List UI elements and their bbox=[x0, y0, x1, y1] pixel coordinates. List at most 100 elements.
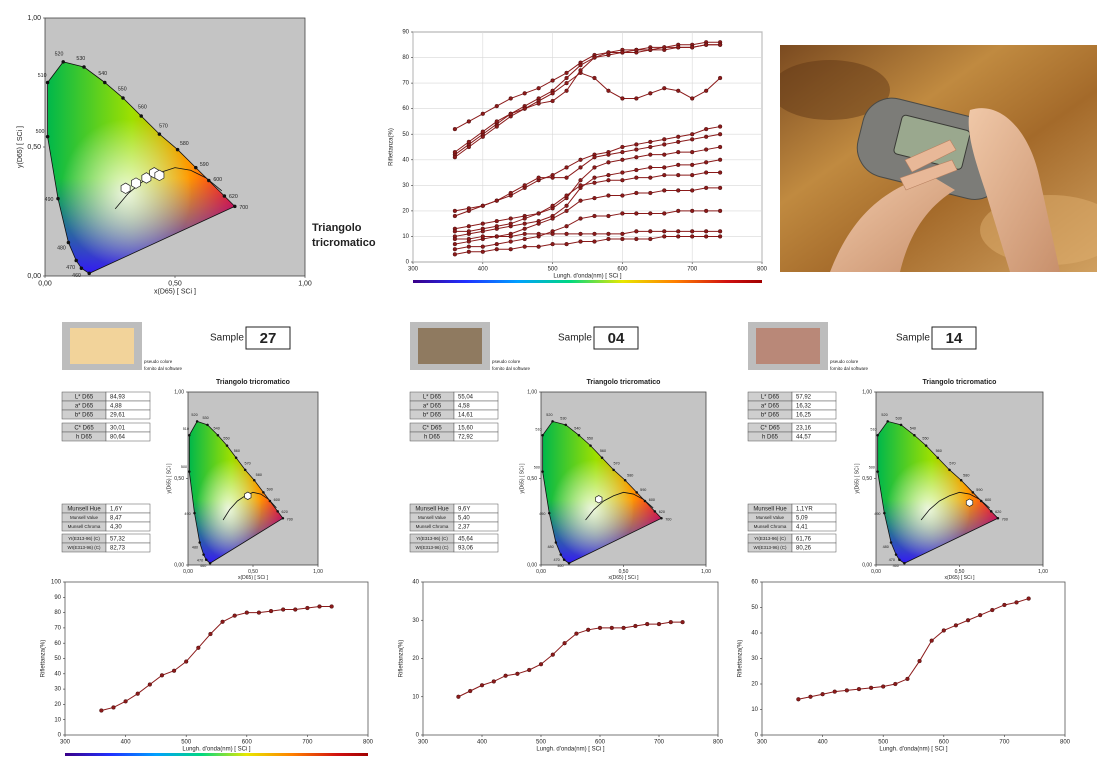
locus-point bbox=[563, 559, 566, 562]
table-key: YI(E313-96) (C) bbox=[416, 536, 448, 541]
locus-label: 500 bbox=[181, 465, 187, 469]
x-axis-label: x(D65) [ SCi ] bbox=[944, 575, 975, 581]
locus-point bbox=[565, 424, 568, 427]
swatch-note: fornito dal software bbox=[492, 366, 531, 371]
locus-point bbox=[80, 267, 84, 271]
y-axis-label: y(D65) [ SCi ] bbox=[519, 463, 525, 494]
table-key: Munsell Hue bbox=[67, 506, 101, 512]
locus-point bbox=[253, 479, 256, 482]
locus-label: 600 bbox=[274, 498, 280, 502]
table-key: h D65 bbox=[424, 434, 441, 440]
locus-label: 580 bbox=[627, 473, 633, 477]
spectrum-point bbox=[607, 51, 611, 55]
y-tick-label: 1,00 bbox=[27, 15, 41, 22]
table-value: 16,25 bbox=[796, 412, 812, 418]
spectrum-point bbox=[593, 240, 597, 244]
x-tick-label: 500 bbox=[548, 267, 559, 273]
sample-label: Sample bbox=[896, 333, 930, 344]
locus-point bbox=[61, 60, 64, 64]
spectrum-point bbox=[718, 145, 722, 149]
spectrum-point bbox=[662, 137, 666, 141]
locus-label: 560 bbox=[234, 449, 240, 453]
locus-point bbox=[74, 259, 78, 263]
spectrum-point bbox=[516, 672, 520, 676]
locus-label: 580 bbox=[963, 473, 969, 477]
spectrum-point bbox=[551, 242, 555, 246]
spectrum-point bbox=[906, 677, 910, 681]
locus-point bbox=[262, 491, 265, 494]
spectrum-point bbox=[593, 181, 597, 185]
swatch bbox=[756, 328, 820, 364]
spectrum-point bbox=[495, 242, 499, 246]
spectrum-point bbox=[930, 639, 934, 643]
spectrum-point bbox=[676, 163, 680, 167]
locus-label: 550 bbox=[118, 86, 127, 92]
spectrum-point bbox=[481, 250, 485, 254]
y-tick-label: 70 bbox=[402, 81, 409, 87]
spectrum-point bbox=[504, 674, 508, 678]
table-value: 61,76 bbox=[796, 536, 812, 542]
spectrum-point bbox=[480, 683, 484, 687]
spectrum-point bbox=[481, 130, 485, 134]
table-key: C* D65 bbox=[74, 425, 94, 431]
x-tick-label: 300 bbox=[60, 740, 71, 746]
spectrum-point bbox=[523, 245, 527, 249]
spectrum-point bbox=[112, 706, 116, 710]
locus-label: 580 bbox=[180, 141, 189, 147]
locus-point bbox=[139, 114, 143, 118]
spectrum-point bbox=[579, 178, 583, 182]
spectrum-point bbox=[662, 173, 666, 177]
y-tick-label: 10 bbox=[751, 707, 758, 713]
x-tick-label: 600 bbox=[242, 740, 253, 746]
spectrum-point bbox=[523, 222, 527, 226]
spectrum-point bbox=[634, 143, 638, 147]
locus-point bbox=[276, 510, 279, 513]
locus-label: 470 bbox=[197, 559, 203, 563]
locus-label: 550 bbox=[223, 437, 229, 441]
spectrum-point bbox=[690, 173, 694, 177]
spectrum-point bbox=[634, 168, 638, 172]
locus-label: 480 bbox=[547, 545, 553, 549]
spectrum-point bbox=[690, 97, 694, 101]
x-tick-label: 700 bbox=[687, 267, 698, 273]
table-value: 4,58 bbox=[458, 403, 470, 409]
locus-point bbox=[67, 241, 71, 245]
locus-label: 620 bbox=[229, 194, 238, 200]
table-key: L* D65 bbox=[423, 394, 442, 400]
spectrum-point bbox=[718, 186, 722, 190]
x-tick-label: 0,00 bbox=[38, 280, 52, 287]
spectrum-point bbox=[565, 224, 569, 228]
locus-label: 460 bbox=[557, 564, 563, 568]
sample-number: 27 bbox=[260, 330, 277, 347]
locus-point bbox=[46, 81, 50, 85]
spectrum-point bbox=[718, 125, 722, 129]
y-tick-label: 30 bbox=[54, 687, 61, 693]
spectrum-point bbox=[537, 245, 541, 249]
locus-label: 490 bbox=[184, 512, 190, 516]
table-key: b* D65 bbox=[423, 412, 442, 418]
locus-label: 460 bbox=[200, 564, 206, 568]
table-key: b* D65 bbox=[75, 412, 94, 418]
locus-label: 520 bbox=[881, 413, 887, 417]
spectrum-point bbox=[718, 171, 722, 175]
spectrum-point bbox=[481, 245, 485, 249]
x-axis-label: Lungh. d'onda(nm) [ SCi ] bbox=[536, 747, 605, 753]
locus-label: 480 bbox=[192, 546, 198, 550]
spectrum-point bbox=[704, 171, 708, 175]
table-key: YI(E313-96) (C) bbox=[68, 536, 100, 541]
y-tick-label: 0,50 bbox=[174, 476, 184, 482]
spectrum-point bbox=[662, 143, 666, 147]
spectrum-point bbox=[579, 183, 583, 187]
photo bbox=[770, 45, 1097, 272]
spectrum-point bbox=[690, 132, 694, 136]
spectrum-point bbox=[857, 687, 861, 691]
spectrum-point bbox=[607, 178, 611, 182]
spectrum-point bbox=[622, 626, 626, 630]
x-tick-label: 0,00 bbox=[183, 569, 193, 575]
spectrum-point bbox=[704, 235, 708, 239]
y-tick-label: 30 bbox=[402, 183, 409, 189]
spectrum-point bbox=[523, 217, 527, 221]
locus-point bbox=[900, 424, 903, 427]
spectrum-point bbox=[621, 51, 625, 55]
spectrum-point bbox=[690, 137, 694, 141]
